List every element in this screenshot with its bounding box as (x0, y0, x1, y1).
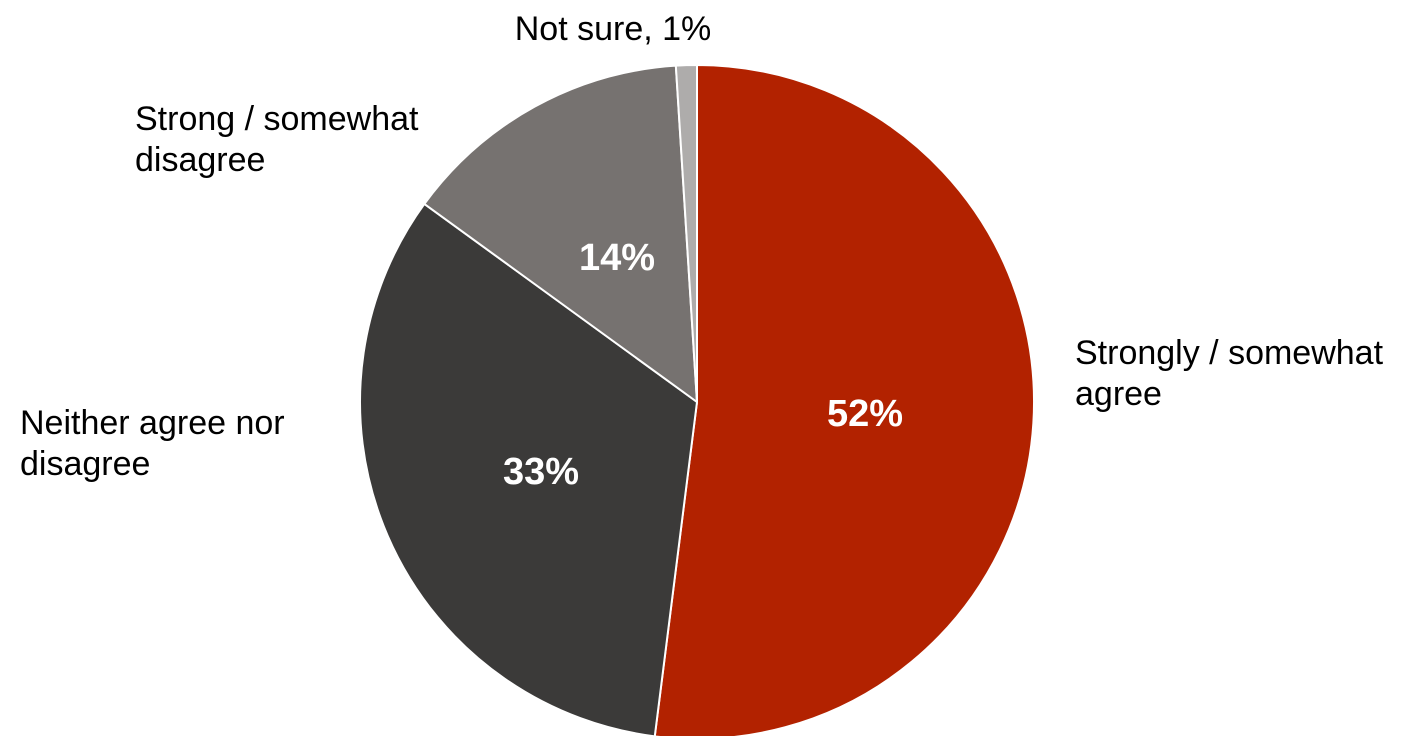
pie-category-label-line: Not sure, 1% (515, 10, 712, 48)
pie-slice-neither (359, 202, 698, 736)
pie-category-label-line: Strong / somewhat (135, 100, 419, 138)
pie-category-label-line: Strongly / somewhat (1075, 334, 1384, 372)
pie-slices (359, 63, 1035, 736)
pie-category-label-neither: Neither agree nor disagree (20, 404, 285, 483)
pie-category-label-not-sure: Not sure, 1% (515, 10, 712, 48)
pie-category-label-disagree: Strong / somewhat disagree (135, 100, 419, 179)
pie-value-labels: 52% 33% 14% (503, 237, 903, 493)
pie-slice-agree (653, 64, 1035, 736)
pie-value-label-disagree: 14% (579, 237, 655, 279)
pie-category-label-line: Neither agree nor (20, 404, 285, 442)
pie-category-label-agree: Strongly / somewhat agree (1075, 334, 1384, 413)
pie-slice-disagree (423, 64, 698, 403)
pie-slice-not-sure (674, 63, 698, 403)
pie-value-label-agree: 52% (827, 393, 903, 435)
pie-value-label-neither: 33% (503, 451, 579, 493)
pie-category-labels: Strongly / somewhat agree Neither agree no… (20, 10, 1384, 483)
pie-category-label-line: disagree (20, 445, 150, 483)
pie-category-label-line: agree (1075, 375, 1162, 413)
pie-category-label-line: disagree (135, 141, 265, 179)
